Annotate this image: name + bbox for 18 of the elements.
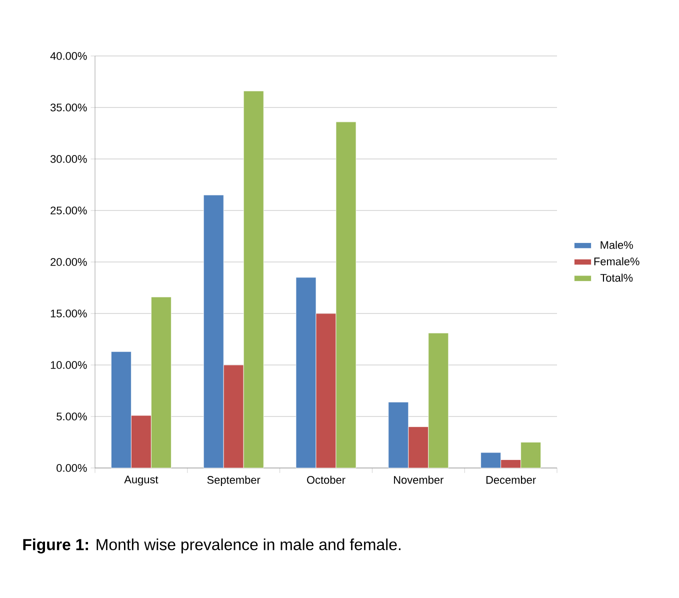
x-tick-label: October [307,476,346,484]
y-tick-label: 30.00% [50,155,87,163]
x-tick-label: September [207,476,260,486]
y-tick-label: 10.00% [50,361,87,369]
legend-label: Male% [600,240,633,249]
legend-label: Female% [594,257,640,266]
y-tick-label: 15.00% [50,310,87,318]
y-tick-label: 35.00% [50,104,87,112]
y-tick-label: 20.00% [50,258,87,266]
y-tick-label: 5.00% [56,412,87,420]
x-tick-label: December [486,476,536,484]
text: Figure 1: Month wise prevalence in male and female. [23,538,400,554]
x-tick-label: November [394,476,444,484]
y-tick-label: 25.00% [50,206,87,214]
x-tick-label: August [124,476,158,486]
y-tick-label: 0.00% [56,464,87,472]
y-tick-label: 40.00% [50,52,87,60]
legend-label: Total% [600,274,633,282]
